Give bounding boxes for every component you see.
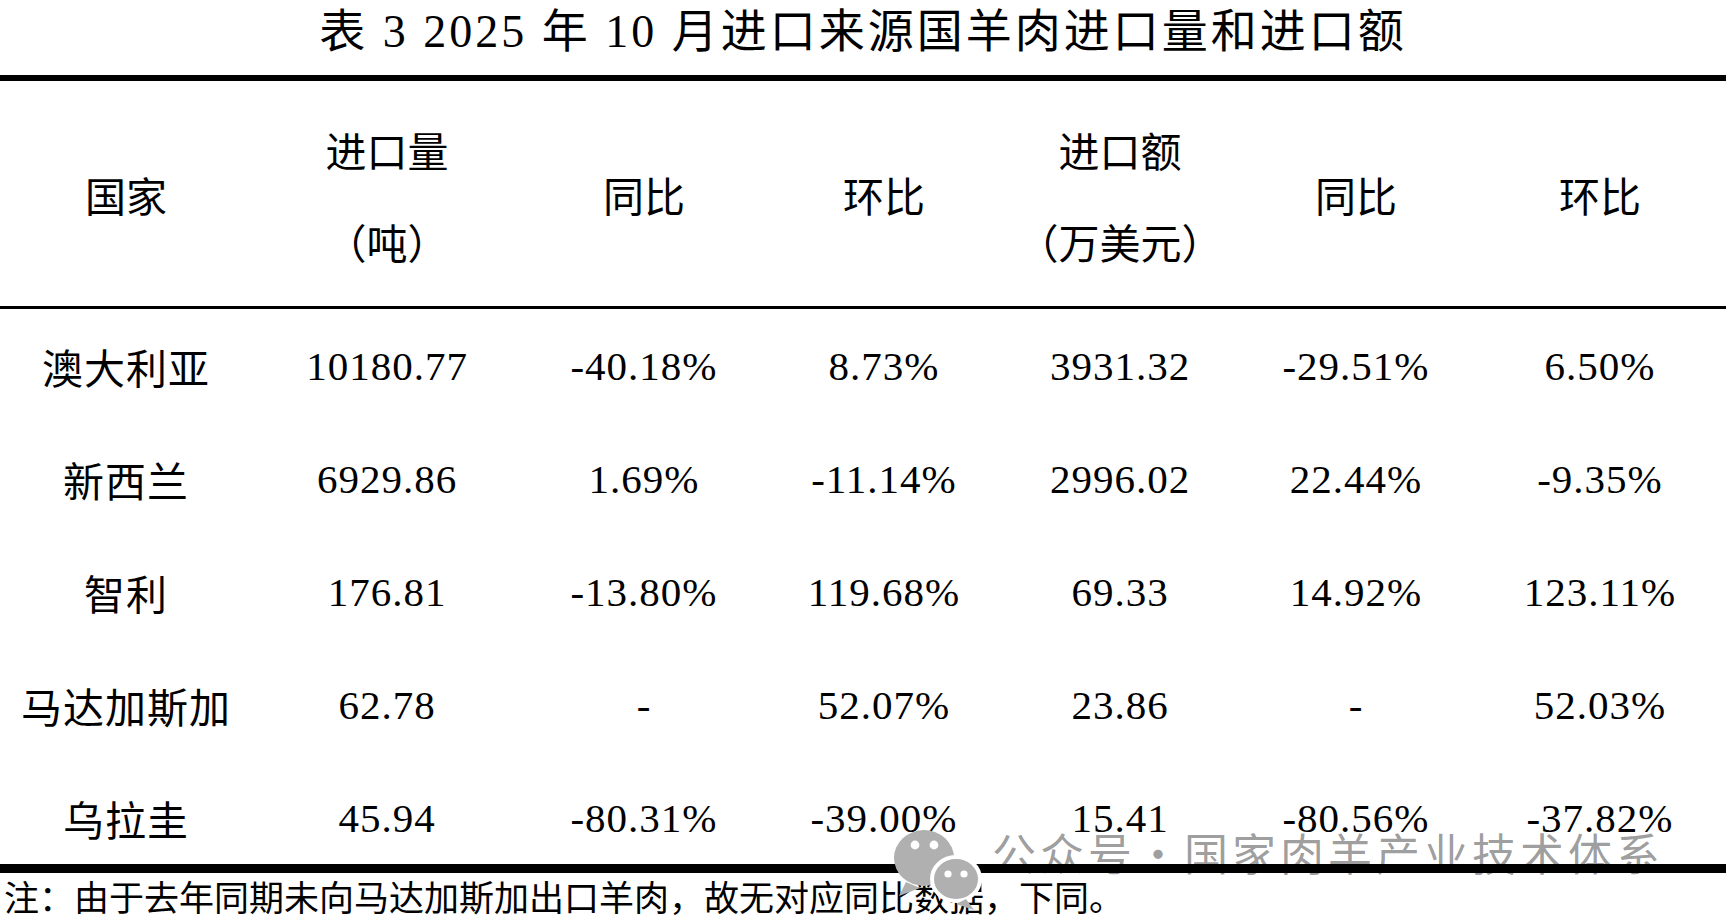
- cell-yoy-volume: -: [522, 648, 766, 761]
- cell-yoy-value: -29.51%: [1238, 308, 1474, 423]
- cell-mom-volume: 52.07%: [766, 648, 1002, 761]
- cell-value: 2996.02: [1002, 422, 1238, 535]
- cell-yoy-value: -80.56%: [1238, 761, 1474, 874]
- cell-volume: 45.94: [252, 761, 522, 874]
- cell-mom-volume: 8.73%: [766, 308, 1002, 423]
- table-row: 乌拉圭 45.94 -80.31% -39.00% 15.41 -80.56% …: [0, 761, 1726, 874]
- table-row: 马达加斯加 62.78 - 52.07% 23.86 - 52.03%: [0, 648, 1726, 761]
- header-value: 进口额 （万美元）: [1002, 81, 1238, 308]
- cell-value: 3931.32: [1002, 308, 1238, 423]
- header-yoy-value: 同比: [1238, 81, 1474, 308]
- cell-yoy-volume: -80.31%: [522, 761, 766, 874]
- bottom-rule: [0, 864, 1726, 873]
- cell-country: 新西兰: [0, 422, 252, 535]
- cell-volume: 6929.86: [252, 422, 522, 535]
- cell-country: 智利: [0, 535, 252, 648]
- table-title: 表 3 2025 年 10 月进口来源国羊肉进口量和进口额: [0, 6, 1726, 58]
- cell-mom-value: 52.03%: [1474, 648, 1726, 761]
- cell-volume: 62.78: [252, 648, 522, 761]
- header-country: 国家: [0, 81, 252, 308]
- cell-mom-value: 6.50%: [1474, 308, 1726, 423]
- cell-value: 23.86: [1002, 648, 1238, 761]
- cell-volume: 176.81: [252, 535, 522, 648]
- cell-value: 69.33: [1002, 535, 1238, 648]
- table-row: 智利 176.81 -13.80% 119.68% 69.33 14.92% 1…: [0, 535, 1726, 648]
- header-mom-volume: 环比: [766, 81, 1002, 308]
- cell-yoy-volume: 1.69%: [522, 422, 766, 535]
- cell-country: 马达加斯加: [0, 648, 252, 761]
- cell-mom-volume: -39.00%: [766, 761, 1002, 874]
- cell-mom-volume: -11.14%: [766, 422, 1002, 535]
- cell-country: 澳大利亚: [0, 308, 252, 423]
- header-yoy-volume: 同比: [522, 81, 766, 308]
- header-mom-value: 环比: [1474, 81, 1726, 308]
- cell-mom-volume: 119.68%: [766, 535, 1002, 648]
- cell-mom-value: 123.11%: [1474, 535, 1726, 648]
- table-row: 澳大利亚 10180.77 -40.18% 8.73% 3931.32 -29.…: [0, 308, 1726, 423]
- table-row: 新西兰 6929.86 1.69% -11.14% 2996.02 22.44%…: [0, 422, 1726, 535]
- cell-yoy-volume: -13.80%: [522, 535, 766, 648]
- cell-value: 15.41: [1002, 761, 1238, 874]
- header-row: 国家 进口量 （吨） 同比 环比 进口额 （万美元） 同比 环比: [0, 81, 1726, 308]
- cell-mom-value: -9.35%: [1474, 422, 1726, 535]
- cell-yoy-value: 14.92%: [1238, 535, 1474, 648]
- cell-country: 乌拉圭: [0, 761, 252, 874]
- import-table: 国家 进口量 （吨） 同比 环比 进口额 （万美元） 同比 环比: [0, 81, 1726, 874]
- footnote: 注：由于去年同期未向马达加斯加出口羊肉，故无对应同比数据，下同。: [4, 878, 1124, 922]
- cell-volume: 10180.77: [252, 308, 522, 423]
- page: 表 3 2025 年 10 月进口来源国羊肉进口量和进口额 国家 进口量 （吨）…: [0, 0, 1726, 923]
- cell-yoy-value: -: [1238, 648, 1474, 761]
- cell-mom-value: -37.82%: [1474, 761, 1726, 874]
- cell-yoy-volume: -40.18%: [522, 308, 766, 423]
- cell-yoy-value: 22.44%: [1238, 422, 1474, 535]
- header-volume: 进口量 （吨）: [252, 81, 522, 308]
